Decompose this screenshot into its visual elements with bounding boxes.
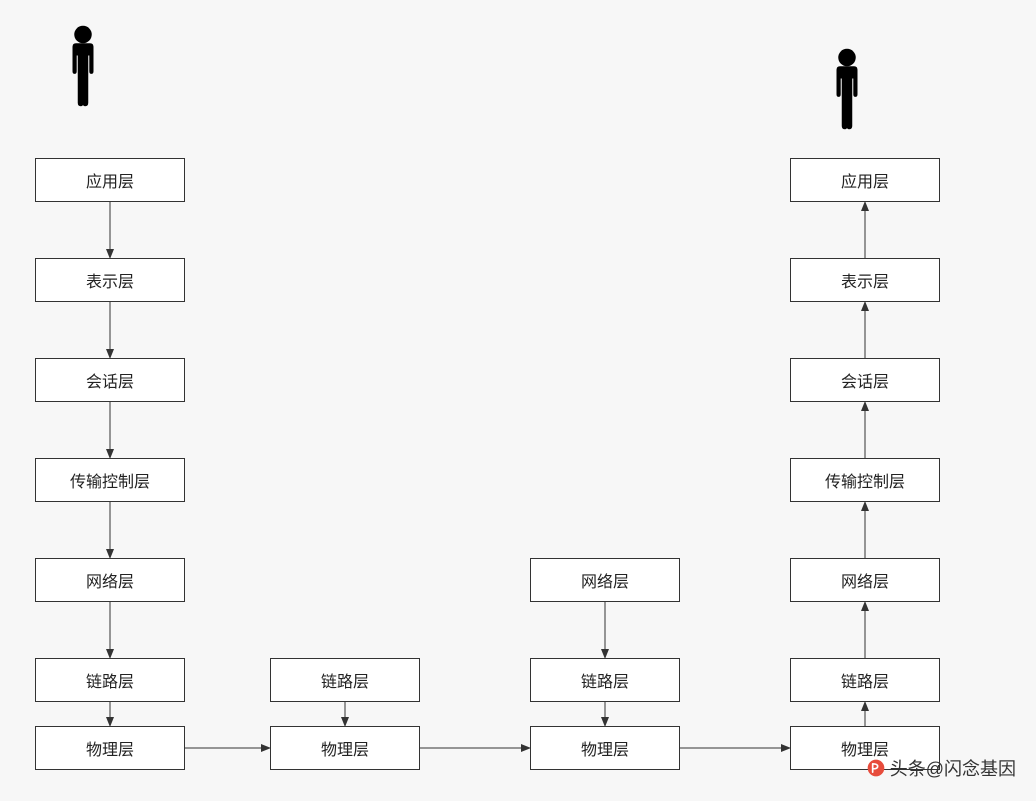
person-left-icon (62, 22, 104, 110)
node-l3: 会话层 (35, 358, 185, 402)
watermark-icon (866, 758, 886, 778)
node-r3: 会话层 (790, 358, 940, 402)
node-r6: 链路层 (790, 658, 940, 702)
node-r2: 表示层 (790, 258, 940, 302)
node-m2b: 链路层 (530, 658, 680, 702)
node-label: 链路层 (86, 668, 134, 692)
node-label: 链路层 (581, 668, 629, 692)
node-l4: 传输控制层 (35, 458, 185, 502)
node-label: 网络层 (86, 568, 134, 592)
node-label: 表示层 (841, 268, 889, 292)
node-r4: 传输控制层 (790, 458, 940, 502)
node-l6: 链路层 (35, 658, 185, 702)
watermark: 头条@闪念基因 (866, 755, 1016, 781)
node-r1: 应用层 (790, 158, 940, 202)
node-l7: 物理层 (35, 726, 185, 770)
node-m1b: 物理层 (270, 726, 420, 770)
node-label: 链路层 (321, 668, 369, 692)
node-label: 链路层 (841, 668, 889, 692)
node-label: 应用层 (86, 168, 134, 192)
node-label: 会话层 (86, 368, 134, 392)
node-m2c: 物理层 (530, 726, 680, 770)
watermark-text: 头条@闪念基因 (890, 755, 1016, 781)
node-l5: 网络层 (35, 558, 185, 602)
node-label: 传输控制层 (70, 468, 150, 492)
node-label: 网络层 (841, 568, 889, 592)
node-label: 应用层 (841, 168, 889, 192)
node-label: 传输控制层 (825, 468, 905, 492)
node-m1a: 链路层 (270, 658, 420, 702)
node-label: 物理层 (321, 736, 369, 760)
node-label: 物理层 (86, 736, 134, 760)
node-r5: 网络层 (790, 558, 940, 602)
node-label: 物理层 (581, 736, 629, 760)
node-label: 表示层 (86, 268, 134, 292)
node-label: 会话层 (841, 368, 889, 392)
diagram-canvas: 应用层表示层会话层传输控制层网络层链路层物理层 链路层物理层 网络层链路层物理层 应用… (0, 0, 1036, 801)
node-m2a: 网络层 (530, 558, 680, 602)
node-label: 网络层 (581, 568, 629, 592)
node-l1: 应用层 (35, 158, 185, 202)
person-right-icon (826, 45, 868, 133)
node-l2: 表示层 (35, 258, 185, 302)
